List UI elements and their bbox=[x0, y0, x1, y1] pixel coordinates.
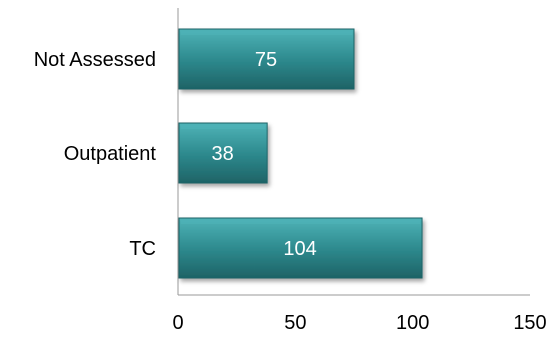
plot-area: Not Assessed 75 Outpatient 38 TC 104 0 50 100 150 bbox=[34, 8, 547, 334]
bar-highlight bbox=[181, 220, 421, 224]
category-label: Outpatient bbox=[64, 143, 157, 165]
x-tick-label: 150 bbox=[513, 312, 546, 334]
bar-highlight bbox=[181, 125, 266, 129]
x-tick-label: 50 bbox=[284, 312, 306, 334]
data-label: 38 bbox=[211, 143, 233, 165]
bar-not-assessed bbox=[178, 28, 355, 90]
category-label: TC bbox=[129, 238, 156, 260]
category-label: Not Assessed bbox=[34, 49, 156, 71]
x-tick-label: 100 bbox=[396, 312, 429, 334]
bar-highlight bbox=[181, 31, 352, 35]
data-label: 104 bbox=[283, 238, 316, 260]
data-label: 75 bbox=[255, 49, 277, 71]
bar-tc bbox=[178, 217, 423, 279]
x-tick-label: 0 bbox=[172, 312, 183, 334]
bar-outpatient bbox=[178, 122, 268, 184]
